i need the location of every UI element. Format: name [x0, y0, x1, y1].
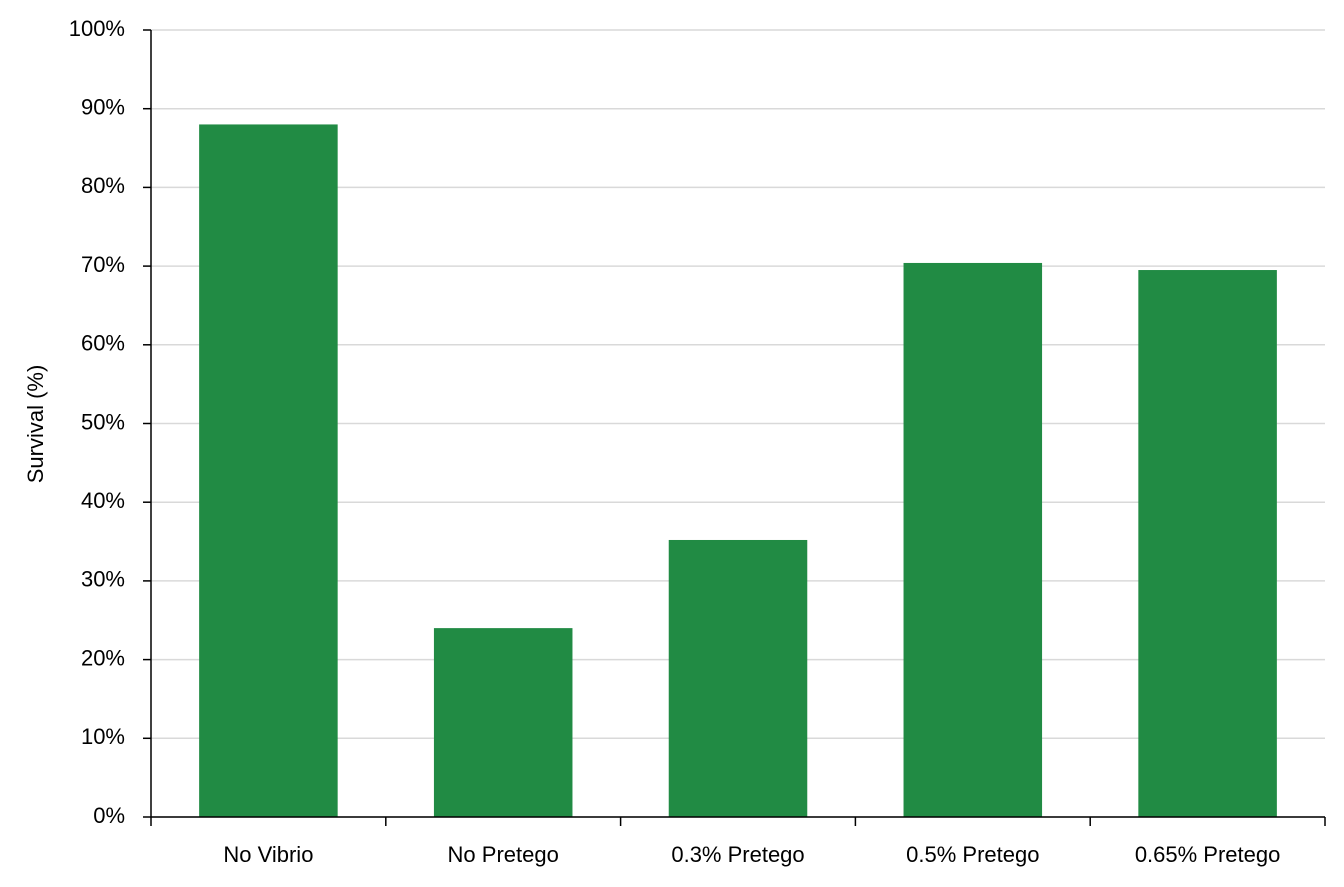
x-tick-label: 0.3% Pretego	[671, 842, 804, 867]
y-tick-label: 10%	[81, 724, 125, 749]
y-tick-label: 60%	[81, 331, 125, 356]
y-tick-label: 90%	[81, 95, 125, 120]
y-tick-label: 50%	[81, 409, 125, 434]
y-tick-label: 30%	[81, 567, 125, 592]
bar	[433, 628, 573, 817]
y-tick-label: 80%	[81, 173, 125, 198]
x-tick-label: No Vibrio	[223, 842, 313, 867]
bar	[903, 262, 1043, 817]
y-tick-label: 100%	[69, 16, 125, 41]
y-tick-label: 0%	[93, 803, 125, 828]
bar	[668, 539, 808, 817]
x-tick-label: 0.65% Pretego	[1135, 842, 1281, 867]
y-axis-label: Survival (%)	[23, 365, 48, 484]
bar	[1138, 270, 1277, 817]
y-tick-label: 40%	[81, 488, 125, 513]
x-tick-label: 0.5% Pretego	[906, 842, 1039, 867]
bar	[199, 124, 338, 817]
x-tick-label: No Pretego	[448, 842, 559, 867]
y-tick-label: 70%	[81, 252, 125, 277]
y-tick-label: 20%	[81, 645, 125, 670]
